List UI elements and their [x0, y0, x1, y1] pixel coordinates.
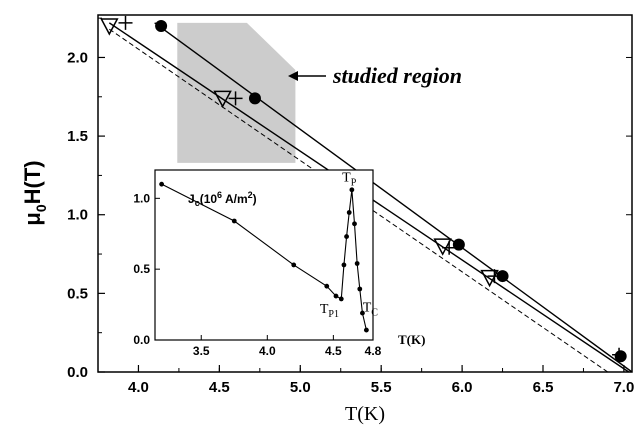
- data-point-triangle: [100, 18, 119, 36]
- y-tick-label: 0.5: [67, 285, 88, 302]
- inset-background: [155, 170, 373, 340]
- inset-x-axis-label: T(K): [398, 332, 425, 347]
- inset-data-point: [354, 261, 360, 266]
- inset-series-label: Jc(106 A/m2): [188, 190, 257, 208]
- y-tick-label: 2.0: [67, 49, 88, 66]
- inset-data-point: [291, 262, 297, 268]
- main-plot-frame: [97, 14, 633, 373]
- data-point-plus: [228, 91, 243, 106]
- fit-line-plus: [109, 28, 609, 373]
- studied-region: [177, 22, 296, 163]
- x-tick-label: 4.5: [209, 379, 230, 396]
- data-point-plus: [118, 15, 133, 30]
- x-tick-label: 6.0: [452, 379, 473, 396]
- right-edge-ticks: [626, 56, 632, 373]
- inset-data-point: [338, 296, 344, 302]
- svg-text:μ0H(T): μ0H(T): [20, 160, 49, 225]
- inset-data-point: [159, 181, 165, 187]
- data-point-plus: [487, 269, 502, 284]
- inset-x-tick-label: 4.0: [259, 344, 276, 358]
- inset-data-point: [324, 283, 330, 289]
- x-tick-label: 5.0: [290, 379, 311, 396]
- inset-y-tick-label: 0.0: [133, 333, 150, 347]
- inset-plot-frame: [154, 169, 374, 341]
- data-point-plus: [612, 347, 627, 362]
- y-tick-label: 1.0: [67, 207, 88, 224]
- inset-data-point: [363, 327, 369, 333]
- inset-data-point: [333, 293, 339, 299]
- inset-data-point: [360, 310, 365, 316]
- inset-data-point: [231, 218, 237, 224]
- inset-annotation: TP1: [320, 302, 339, 320]
- inset-x-tick-label: 4.8: [365, 344, 382, 358]
- inset-y-tick-label: 0.5: [133, 262, 150, 276]
- inset-data-point: [352, 221, 357, 227]
- inset-x-tick-label: 3.5: [193, 344, 210, 358]
- data-point-circle: [496, 270, 509, 283]
- data-point-circle: [614, 350, 627, 363]
- y-tick-label: 0.0: [67, 364, 88, 381]
- inset-annotation: TC: [363, 301, 379, 319]
- inset-y-tick-label: 1.0: [133, 191, 150, 205]
- main-x-axis-label: T(K): [345, 403, 385, 425]
- data-point-circle: [248, 92, 261, 105]
- inset-data-point: [349, 187, 355, 193]
- x-tick-label: 5.5: [371, 379, 392, 396]
- inset-data-point: [341, 262, 347, 268]
- annotation-arrowhead: [288, 71, 298, 81]
- data-point-triangle: [480, 269, 499, 288]
- x-tick-label: 4.0: [128, 379, 149, 396]
- inset-x-tick-label: 4.5: [325, 344, 342, 358]
- data-point-circle: [155, 20, 168, 33]
- y-tick-label: 1.5: [67, 128, 88, 145]
- data-point-circle: [452, 238, 465, 251]
- annotation-text: studied region: [332, 63, 462, 88]
- main-y-axis-label: μ0H(T): [20, 160, 49, 225]
- x-tick-label: 6.5: [533, 379, 554, 396]
- x-tick-label: 7.0: [613, 379, 634, 396]
- data-point-plus: [442, 240, 457, 255]
- inset-data-point: [346, 210, 352, 215]
- inset-data-point: [344, 234, 349, 239]
- fit-line-circles: [154, 22, 633, 373]
- inset-annotation: TP: [342, 170, 357, 188]
- data-point-triangle: [213, 90, 232, 108]
- inset-data-point: [357, 286, 363, 292]
- data-point-triangle: [433, 238, 452, 256]
